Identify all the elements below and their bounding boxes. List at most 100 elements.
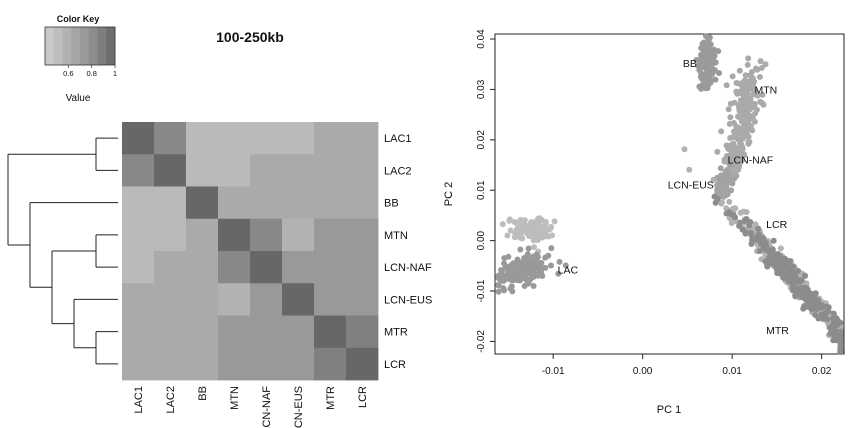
heatmap-cell [154,154,187,187]
heatmap-cell [122,315,155,349]
heatmap-cell [346,122,379,155]
scatter-point [706,73,713,80]
heatmap-cell [218,251,251,284]
scatter-point [751,101,758,108]
scatter-point [766,254,773,261]
scatter-point [537,234,543,241]
scatter-point [726,198,733,205]
scatter-point [827,330,834,337]
scatter-points [495,33,844,355]
scatter-point [721,158,728,165]
y-tick-label: -0.01 [476,279,487,302]
heatmap-cell [122,154,155,187]
scatter-point [731,145,738,152]
color-key-swatch [71,27,81,65]
scatter-point [705,61,712,68]
scatter-point [789,287,796,294]
scatter-point [740,133,747,140]
heatmap-cell [282,315,315,349]
x-tick-label: 0.00 [633,366,653,377]
cluster-label: LCR [766,219,787,231]
x-tick-label: 0.01 [722,366,742,377]
scatter-point [516,277,523,284]
scatter-point [511,234,518,241]
heatmap-cell [122,218,155,252]
heatmap-cell [314,251,347,284]
scatter-point [527,261,534,268]
scatter-point [495,282,502,289]
scatter-point [548,245,555,252]
heatmap-title: 100-250kb [216,29,284,45]
scatter-point [507,285,514,292]
scatter-point [825,304,832,311]
scatter-point [722,179,729,186]
scatter-point [715,48,722,55]
heatmap-cell [250,283,283,316]
scatter-point [727,161,734,168]
scatter-point [770,237,777,244]
scatter-point [706,34,713,41]
x-tick-label: 0.02 [812,366,832,377]
scatter-point [504,232,511,239]
heatmap-cell [314,122,347,155]
scatter-point [764,244,771,251]
heatmap-cell [250,186,283,220]
scatter-point [724,186,731,193]
heatmap-cell [154,283,187,316]
heatmap-col-label: MTN [229,386,241,410]
scatter-point [812,312,819,319]
scatter-point [741,97,748,104]
scatter-point [830,310,837,317]
scatter-point [517,246,524,253]
color-key-tick-label: 0.6 [63,69,73,78]
heatmap-cell [250,218,283,252]
scatter-point [741,152,748,159]
heatmap-col-labels: LAC1 LAC2 BB MTN LCN-NAF LCN-EUS MTR LCR [133,386,369,428]
heatmap-cell [250,347,283,381]
scatter-point [547,262,554,269]
scatter-point [718,185,725,192]
y-tick-label: 0.00 [476,230,487,250]
scatter-point [696,67,703,74]
scatter-point [747,123,754,130]
scatter-point [510,277,517,284]
scatter-point [710,176,717,183]
scatter-point [755,225,762,232]
heatmap-cell [282,122,315,155]
color-key-xlabel: Value [66,93,91,104]
y-tick-label: 0.03 [476,79,487,99]
scatter-point [534,228,541,235]
color-key-swatch [62,27,72,65]
heatmap-cell [154,251,187,284]
heatmap-cells [122,122,379,381]
scatter-point [733,129,740,136]
scatter-point [775,266,782,273]
scatter-point [551,218,558,225]
scatter-point [712,76,719,83]
scatter-point [732,214,739,221]
scatter-point [819,315,826,322]
scatter-point [737,125,744,132]
y-axis: -0.02 -0.01 0.00 0.01 0.02 0.03 0.04 [476,29,495,353]
heatmap-cell [282,154,315,187]
heatmap-cell [122,122,155,155]
scatter-point [808,306,815,313]
heatmap-col-label: LCR [357,386,369,408]
pca-scatter-panel: BB MTN LCN-NAF LCN-EUS LAC LCR MTR -0.01 0.00 0.… [443,29,845,416]
scatter-point [531,244,538,251]
heatmap-cell [122,251,155,284]
scatter-point [776,253,783,260]
scatter-point [744,61,751,68]
scatter-point [784,275,791,282]
scatter-point [756,73,763,80]
heatmap-cell [282,218,315,252]
scatter-point [730,119,737,126]
x-axis: -0.01 0.00 0.01 0.02 [542,354,832,377]
scatter-point [837,332,844,339]
x-axis-title: PC 1 [657,404,681,416]
cluster-label: LCN-NAF [728,155,774,167]
scatter-point [746,138,753,145]
heatmap-cell [154,122,187,155]
scatter-point [542,233,549,240]
scatter-point [556,258,563,265]
